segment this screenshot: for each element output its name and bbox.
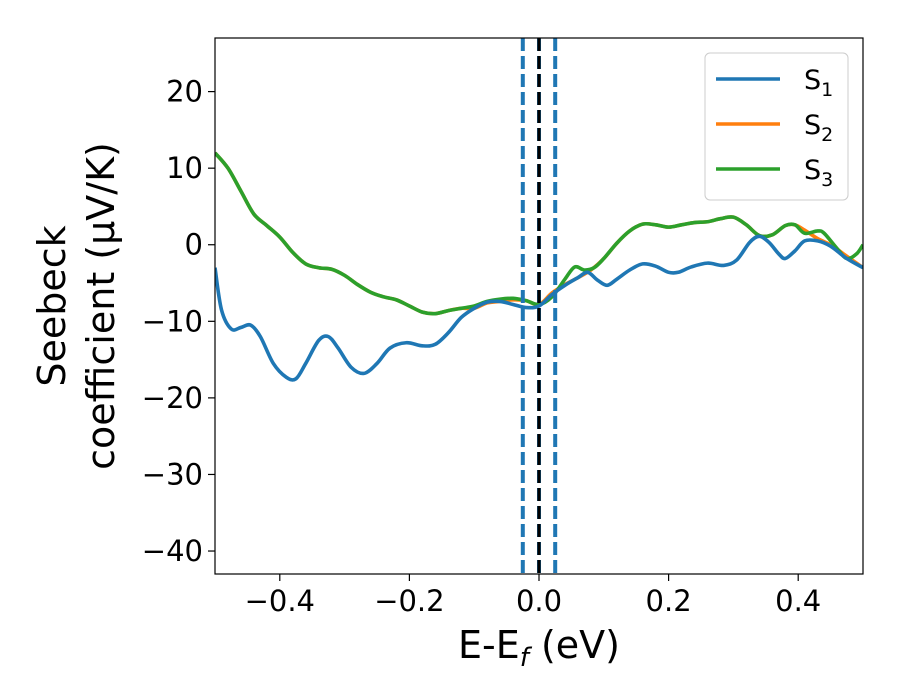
- legend-label: S2: [804, 110, 833, 146]
- legend-label: S1: [804, 65, 833, 101]
- x-tick-label: −0.4: [245, 584, 315, 618]
- y-tick-label: −10: [142, 304, 203, 338]
- y-tick-label: −40: [142, 534, 203, 568]
- series-line-s1: [215, 234, 863, 382]
- legend-items: S1 S2 S3: [716, 65, 833, 191]
- y-axis-label-line1: Seebeck: [30, 225, 74, 386]
- y-tick-label: −30: [142, 457, 203, 491]
- x-tick-label: 0.0: [516, 584, 562, 618]
- x-tick-label: 0.4: [775, 584, 821, 618]
- legend: S1 S2 S3: [704, 52, 849, 201]
- x-axis-label: E-Ef (eV): [458, 623, 620, 673]
- x-tick-label: −0.2: [374, 584, 444, 618]
- x-tick-label: 0.2: [646, 584, 692, 618]
- y-tick-label: 0: [185, 228, 203, 262]
- x-axis-ticks: −0.4 −0.2 0.0 0.2 0.4: [245, 574, 821, 618]
- y-tick-label: 20: [166, 75, 203, 109]
- x-axis-label-main: E-E: [458, 623, 520, 667]
- legend-item-s3: S3: [716, 155, 833, 191]
- legend-frame: [704, 52, 849, 201]
- y-tick-label: 10: [166, 151, 203, 185]
- x-axis-label-unit: (eV): [529, 623, 620, 667]
- y-axis-label-line2: coefficient (μV/K): [79, 142, 123, 470]
- legend-label: S3: [804, 155, 833, 191]
- data-layer: [215, 151, 863, 382]
- y-tick-label: −20: [142, 381, 203, 415]
- y-axis-ticks: 20 10 0 −10 −20 −30 −40: [142, 75, 215, 568]
- legend-item-s1: S1: [716, 65, 833, 101]
- legend-item-s2: S2: [716, 110, 833, 146]
